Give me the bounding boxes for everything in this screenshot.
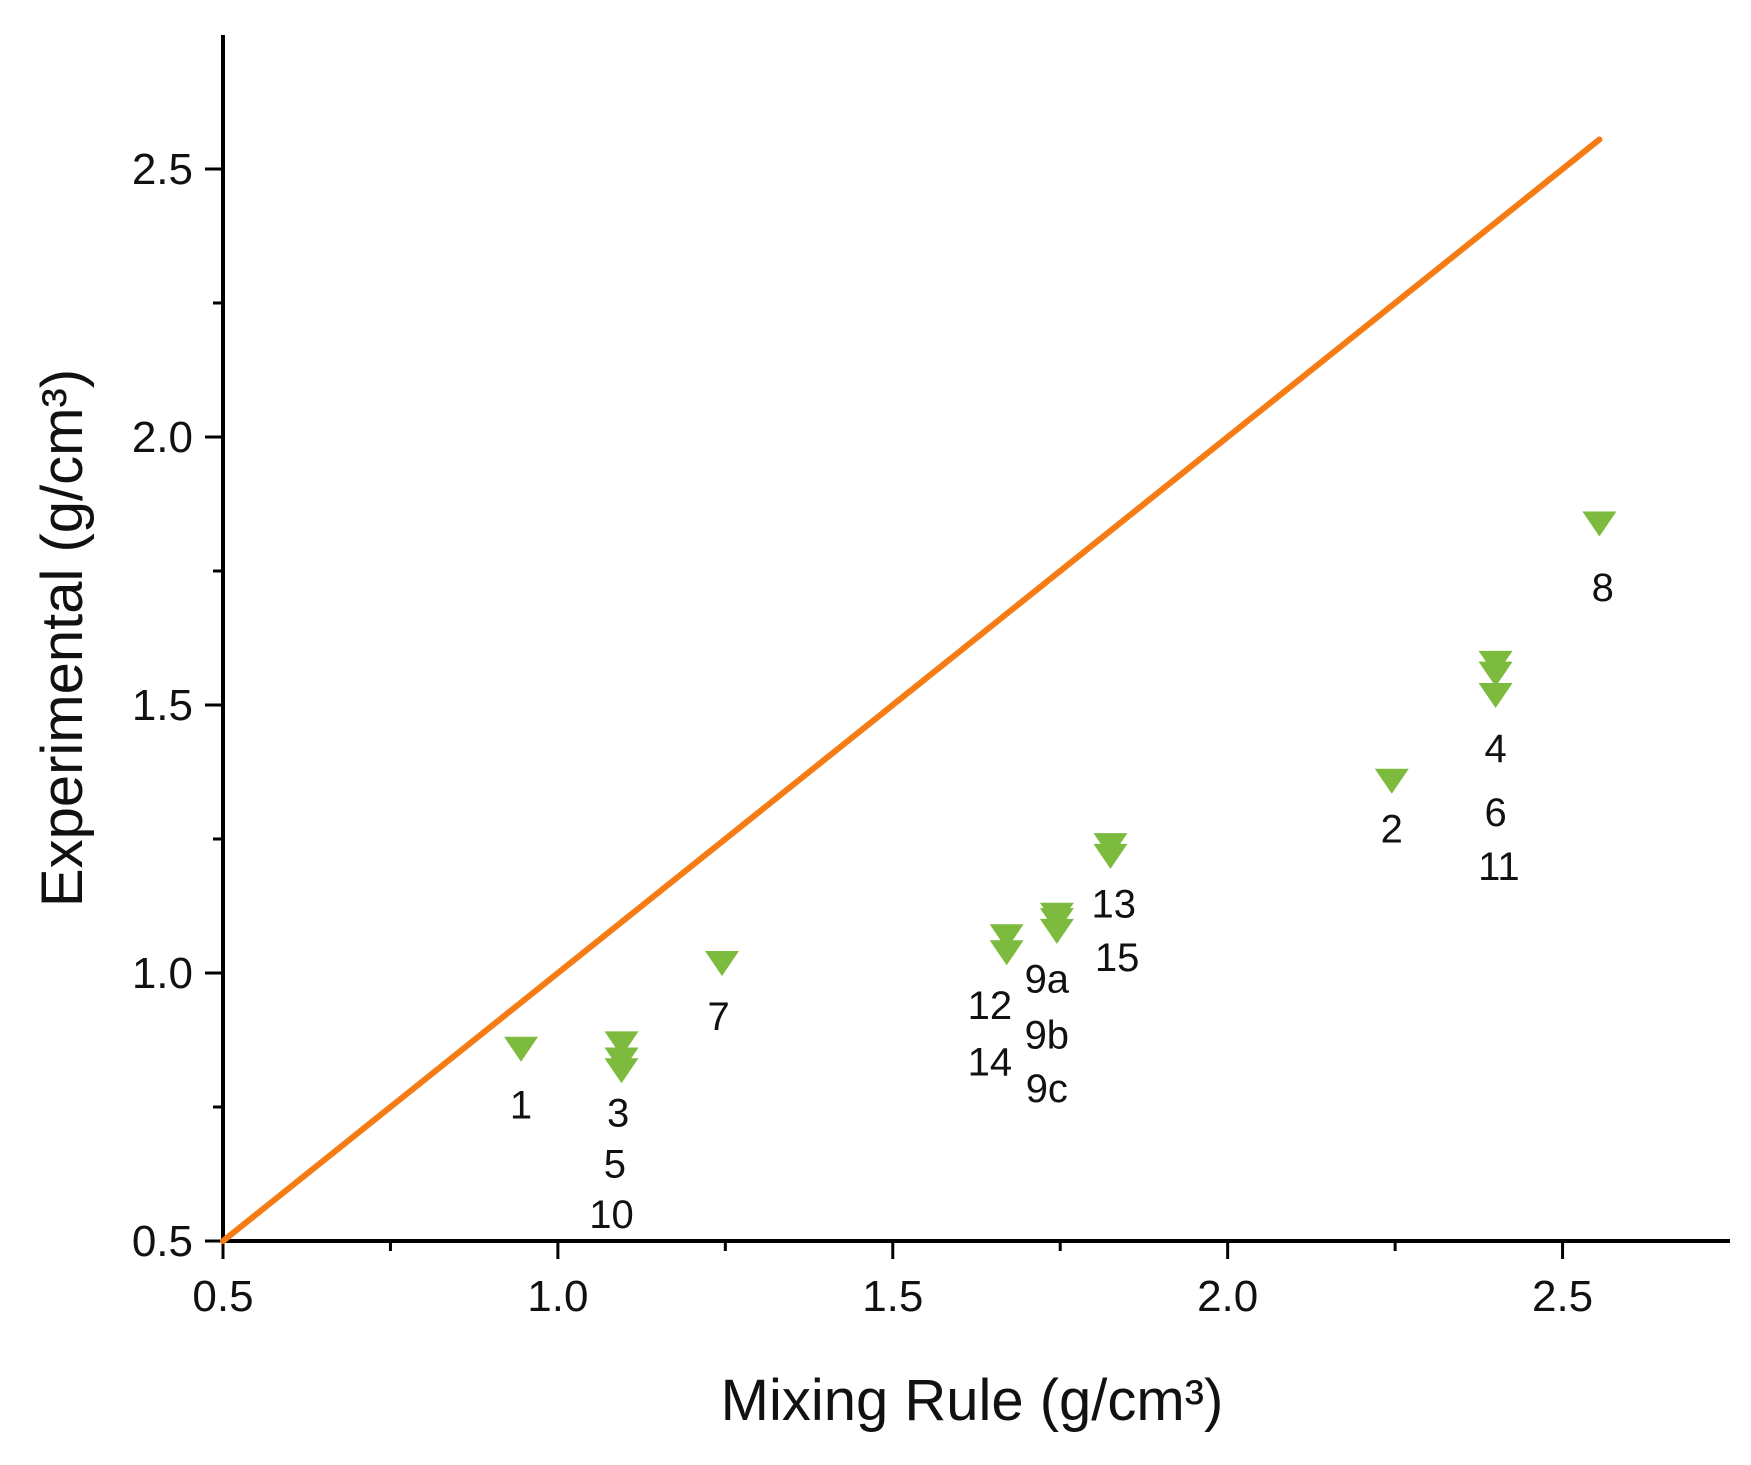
y-tick-label: 1.5: [132, 681, 193, 730]
x-tick-label: 0.5: [192, 1272, 253, 1321]
axes: 0.5 1.0 1.5 2.0 2.5 0.5 1.0 1.5 2.0 2.5: [132, 35, 1730, 1321]
y-tick-label: 0.5: [132, 1217, 193, 1266]
data-point-marker: [989, 940, 1024, 966]
point-label: 2: [1381, 807, 1403, 851]
data-point-marker: [604, 1058, 639, 1084]
data-point-marker: [1093, 843, 1128, 869]
point-label: 13: [1092, 882, 1137, 926]
y-ticks: 0.5 1.0 1.5 2.0 2.5: [132, 145, 223, 1266]
data-point-marker: [1374, 768, 1409, 794]
y-tick-label: 2.5: [132, 145, 193, 194]
data-point-marker: [1582, 511, 1617, 537]
x-tick-label: 2.5: [1532, 1272, 1593, 1321]
x-axis-title: Mixing Rule (g/cm³): [721, 1368, 1224, 1433]
point-label: 12: [968, 984, 1013, 1028]
point-label: 6: [1484, 791, 1506, 835]
point-label: 3: [607, 1091, 629, 1135]
point-label: 9c: [1026, 1067, 1068, 1111]
x-tick-label: 1.0: [527, 1272, 588, 1321]
point-label: 5: [604, 1142, 626, 1186]
point-label: 7: [708, 995, 730, 1039]
data-point-marker: [604, 1031, 639, 1057]
point-label: 1: [510, 1083, 532, 1127]
points-layer: [504, 511, 1617, 1084]
x-tick-label: 1.5: [862, 1272, 923, 1321]
point-label: 9b: [1025, 1014, 1070, 1058]
data-point-marker: [1478, 661, 1513, 687]
reference-line: [220, 136, 1603, 1244]
x-ticks: 0.5 1.0 1.5 2.0 2.5: [192, 1241, 1593, 1321]
point-label: 14: [968, 1040, 1013, 1084]
x-tick-label: 2.0: [1197, 1272, 1258, 1321]
data-point-marker: [1039, 918, 1074, 944]
reference-line-layer: [220, 136, 1603, 1244]
point-label: 4: [1484, 727, 1506, 771]
y-axis-title: Experimental (g/cm³): [30, 369, 95, 907]
data-point-marker: [1478, 683, 1513, 709]
point-label: 9a: [1025, 957, 1070, 1001]
data-point-marker: [504, 1036, 539, 1062]
point-label: 8: [1592, 566, 1614, 610]
point-label: 15: [1095, 936, 1140, 980]
y-tick-label: 1.0: [132, 949, 193, 998]
point-label: 11: [1478, 845, 1520, 889]
point-label: 10: [589, 1193, 634, 1237]
y-tick-label: 2.0: [132, 413, 193, 462]
data-point-marker: [989, 924, 1024, 950]
data-point-marker: [704, 951, 739, 977]
